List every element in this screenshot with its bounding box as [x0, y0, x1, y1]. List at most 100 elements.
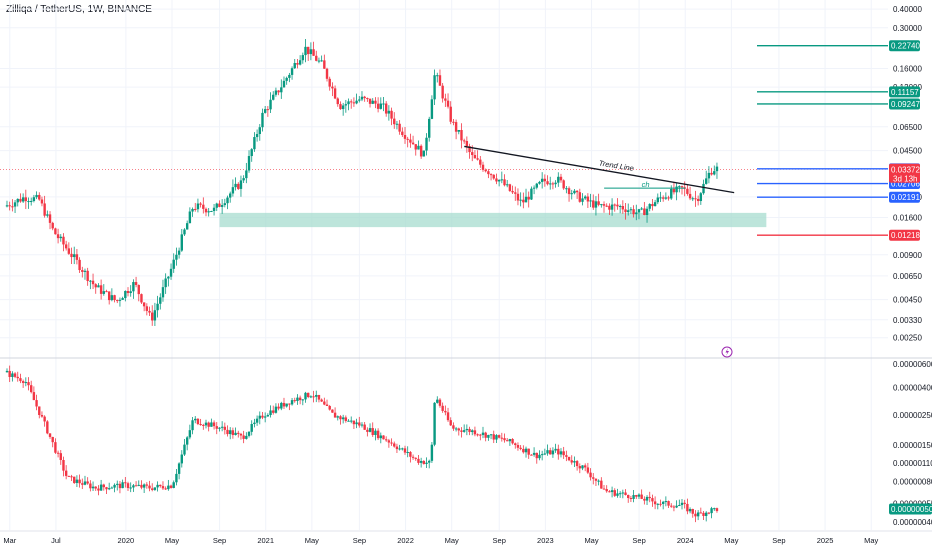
candle	[557, 444, 560, 460]
candle-body	[78, 259, 81, 271]
candle	[715, 162, 719, 179]
candle-body	[462, 430, 466, 432]
candle	[516, 188, 520, 206]
candle	[667, 500, 670, 508]
candle-body	[215, 203, 218, 208]
candle	[27, 197, 30, 209]
candle-body	[355, 100, 358, 104]
candle-body	[583, 196, 587, 199]
candle-body	[578, 192, 582, 202]
candle-body	[406, 138, 409, 140]
candle	[368, 98, 372, 108]
candle	[573, 456, 576, 467]
candle	[363, 95, 366, 102]
candle	[355, 93, 358, 105]
level-label-bg	[889, 98, 920, 110]
candle-body	[67, 248, 71, 254]
candle	[661, 195, 665, 202]
candle	[627, 494, 630, 503]
candle	[204, 419, 208, 429]
candle	[411, 135, 415, 145]
candle-body	[368, 98, 372, 104]
candle-body	[627, 494, 630, 499]
candle-body	[436, 399, 439, 403]
candle	[62, 233, 65, 252]
candle	[460, 427, 463, 438]
candle	[126, 481, 130, 491]
candle-body	[366, 429, 369, 432]
candle-body	[97, 285, 100, 288]
candle-body	[471, 430, 474, 433]
candle-body	[113, 295, 116, 301]
candle-body	[145, 484, 149, 486]
candle-body	[231, 187, 235, 194]
candle	[266, 413, 270, 417]
candle-body	[272, 410, 275, 413]
candle-body	[454, 428, 458, 430]
candle-body	[551, 183, 555, 185]
ch-label: ch	[642, 180, 650, 189]
candle	[350, 416, 353, 424]
candle	[29, 380, 33, 394]
candle	[35, 191, 38, 200]
candle-body	[48, 214, 52, 223]
candle-body	[433, 402, 436, 445]
candle-body	[476, 158, 479, 160]
candle	[325, 67, 329, 82]
candle-body	[648, 204, 651, 209]
candle-body	[543, 453, 547, 455]
candle	[159, 484, 162, 488]
candle-body	[118, 483, 122, 489]
candle	[129, 482, 132, 493]
candle	[167, 276, 170, 287]
candle	[177, 247, 181, 259]
candle	[27, 377, 30, 391]
candle-body	[390, 110, 393, 119]
candle-body	[296, 62, 299, 65]
candle	[686, 498, 689, 515]
candle	[188, 424, 192, 440]
candle	[575, 460, 579, 471]
candle-body	[13, 373, 17, 377]
candle-body	[688, 193, 692, 199]
candle	[376, 428, 380, 440]
candle	[594, 196, 598, 216]
candle-body	[382, 103, 385, 105]
candle-body	[148, 310, 151, 313]
candle	[508, 438, 512, 446]
candle	[581, 465, 584, 471]
candle-body	[185, 437, 189, 445]
candle	[137, 480, 140, 487]
candle	[245, 432, 248, 440]
candle-body	[505, 440, 509, 442]
candle	[269, 405, 272, 418]
candle-body	[707, 172, 711, 179]
candle	[51, 436, 54, 448]
candle-body	[465, 141, 469, 147]
candle-body	[333, 412, 337, 418]
candle	[97, 485, 100, 496]
candle	[586, 193, 590, 209]
time-tick-label: Jul	[51, 536, 61, 545]
candle-body	[468, 428, 471, 433]
candle-body	[610, 204, 614, 210]
candle	[532, 447, 536, 457]
candle	[656, 503, 659, 510]
candle-body	[21, 197, 25, 202]
candle	[210, 210, 213, 213]
candle-body	[522, 448, 525, 453]
candle-body	[81, 270, 84, 272]
candle-body	[514, 192, 517, 194]
candle-body	[371, 428, 374, 435]
candle	[339, 415, 342, 425]
candle-body	[438, 399, 442, 406]
candle-body	[38, 406, 41, 416]
candle-body	[713, 508, 716, 510]
candle-body	[428, 118, 431, 138]
candle-body	[632, 495, 635, 499]
candle-body	[559, 176, 563, 181]
candle	[524, 188, 528, 203]
level-green: 0.09247	[757, 98, 920, 110]
